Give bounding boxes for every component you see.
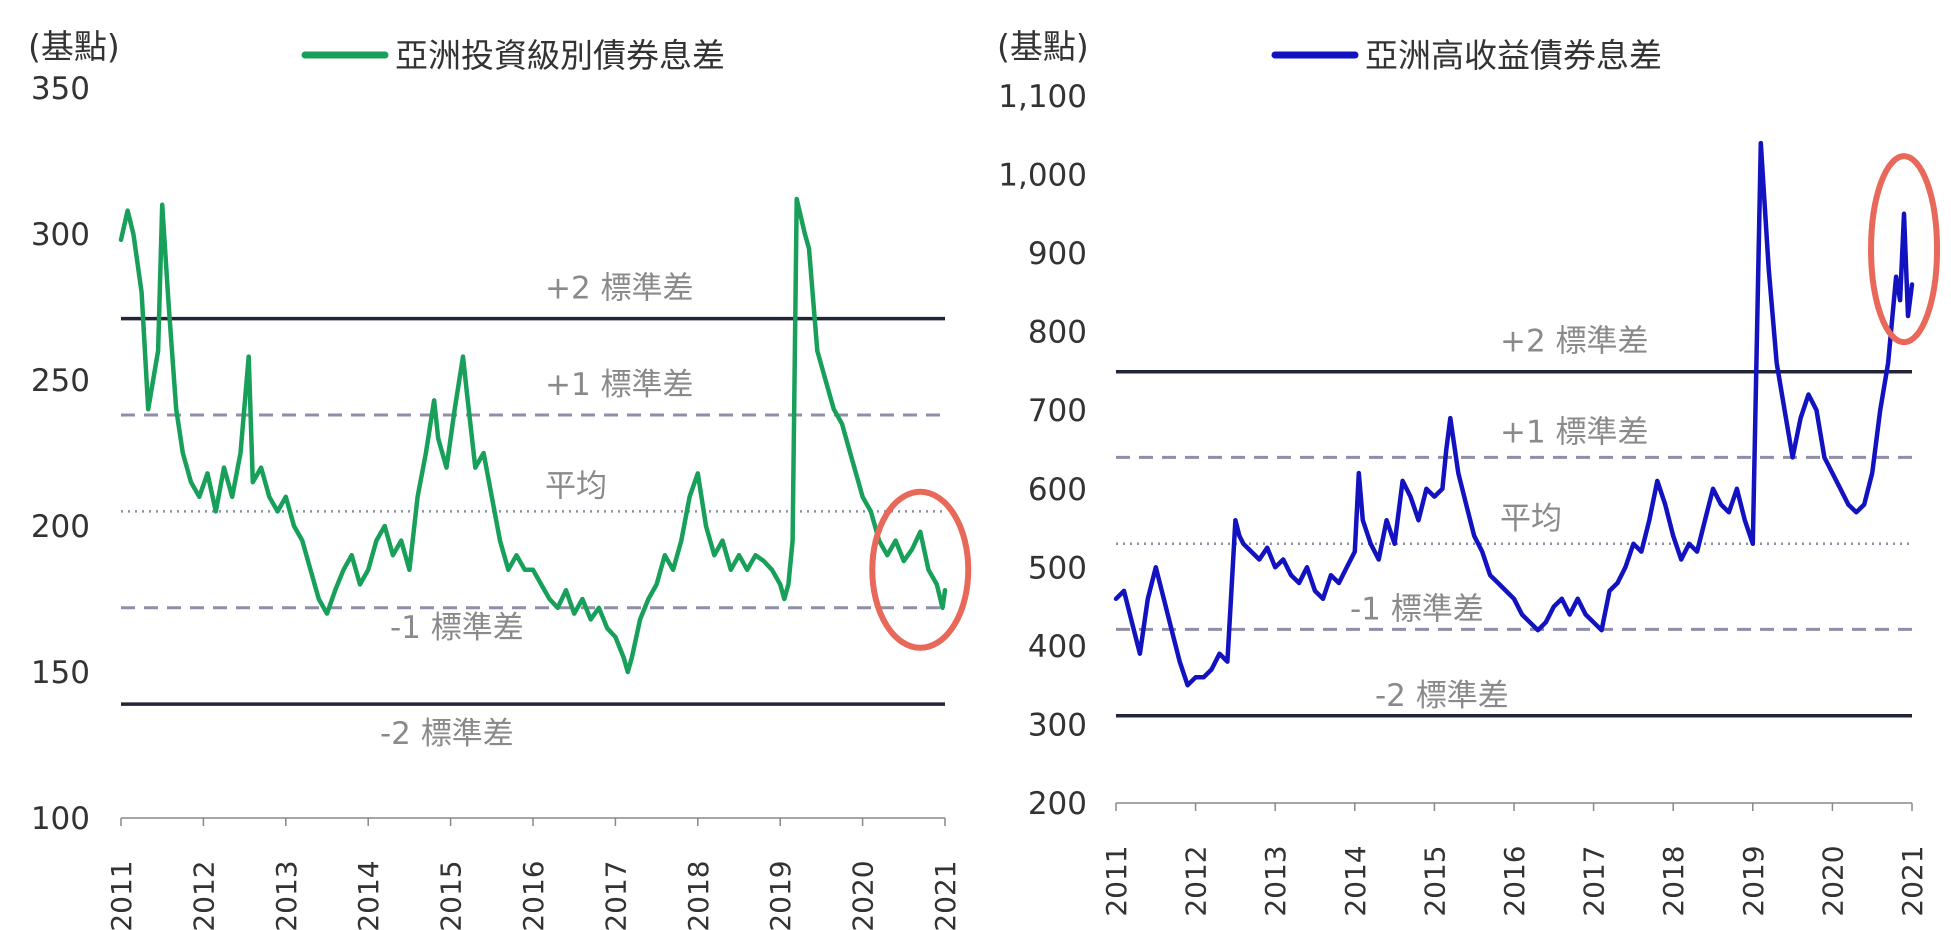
x-tick-label: 2016 — [1498, 845, 1531, 916]
x-tick-label: 2014 — [1339, 845, 1372, 916]
x-tick-label: 2018 — [682, 860, 715, 930]
y-tick-label: 200 — [31, 509, 90, 545]
y-tick-label: 500 — [1028, 550, 1087, 586]
x-tick-label: 2013 — [1259, 845, 1292, 916]
x-tick-label: 2015 — [1418, 845, 1451, 916]
x-tick-label: 2018 — [1657, 845, 1690, 916]
x-tick-label: 2011 — [105, 860, 138, 930]
x-tick-label: 2020 — [1816, 845, 1849, 916]
x-tick-label: 2017 — [1578, 845, 1611, 916]
y-tick-label: 250 — [31, 363, 90, 399]
x-tick-label: 2017 — [599, 860, 632, 930]
reference-line-label: 平均 — [545, 468, 607, 504]
legend-label: 亞洲投資級別債券息差 — [395, 36, 725, 75]
x-tick-label: 2013 — [270, 860, 303, 930]
reference-line-label: -1 標準差 — [1350, 591, 1484, 627]
highlight-ellipse — [869, 488, 972, 651]
ig-spread-chart-panel: (基點) 亞洲投資級別債券息差 100 150 200 250 300 350 2011 2012… — [0, 0, 975, 930]
x-tick-label: 2016 — [517, 860, 550, 930]
x-tick-label: 2021 — [929, 860, 962, 930]
y-tick-label: 600 — [1028, 472, 1087, 508]
y-tick-label: 200 — [1028, 786, 1087, 822]
x-tick-label: 2019 — [1737, 845, 1770, 916]
y-tick-label: 800 — [1028, 315, 1087, 351]
reference-line-label: +1 標準差 — [545, 367, 694, 403]
y-tick-label: 300 — [1028, 707, 1087, 743]
reference-line-label: -1 標準差 — [390, 610, 524, 646]
x-tick-label: 2011 — [1100, 845, 1133, 916]
reference-line-label: +1 標準差 — [1500, 414, 1649, 450]
x-tick-label: 2020 — [847, 860, 880, 930]
x-tick-label: 2021 — [1896, 845, 1929, 916]
hy-spread-chart-panel: (基點) 亞洲高收益債券息差 200 300 400 500 600 700 800 900 1,0… — [975, 0, 1951, 930]
y-tick-label: 1,000 — [998, 158, 1087, 194]
unit-label: (基點) — [28, 27, 120, 66]
reference-line-label: -2 標準差 — [380, 716, 514, 752]
x-tick-label: 2012 — [187, 860, 220, 930]
reference-line-label: -2 標準差 — [1375, 678, 1509, 714]
y-tick-label: 100 — [31, 801, 90, 837]
y-tick-label: 350 — [31, 71, 90, 107]
hy-spread-chart: (基點) 亞洲高收益債券息差 200 300 400 500 600 700 800 900 1,0… — [997, 27, 1941, 917]
unit-label: (基點) — [997, 27, 1089, 66]
y-tick-label: 700 — [1028, 393, 1087, 429]
y-tick-label: 1,100 — [998, 79, 1087, 115]
x-tick-label: 2019 — [764, 860, 797, 930]
y-tick-label: 150 — [31, 655, 90, 691]
x-tick-label: 2014 — [352, 860, 385, 930]
reference-line-label: +2 標準差 — [1500, 324, 1649, 360]
series-line — [118, 196, 948, 675]
reference-line-label: 平均 — [1500, 501, 1562, 537]
y-tick-label: 400 — [1028, 629, 1087, 665]
y-tick-label: 300 — [31, 217, 90, 253]
x-tick-label: 2012 — [1180, 845, 1213, 916]
series-line — [1113, 140, 1915, 688]
highlight-ellipse — [1868, 153, 1941, 346]
y-tick-label: 900 — [1028, 236, 1087, 272]
ig-spread-chart: (基點) 亞洲投資級別債券息差 100 150 200 250 300 350 2011 2012… — [28, 27, 972, 930]
x-tick-label: 2015 — [435, 860, 468, 930]
reference-line-label: +2 標準差 — [545, 271, 694, 307]
legend-label: 亞洲高收益債券息差 — [1365, 36, 1662, 75]
